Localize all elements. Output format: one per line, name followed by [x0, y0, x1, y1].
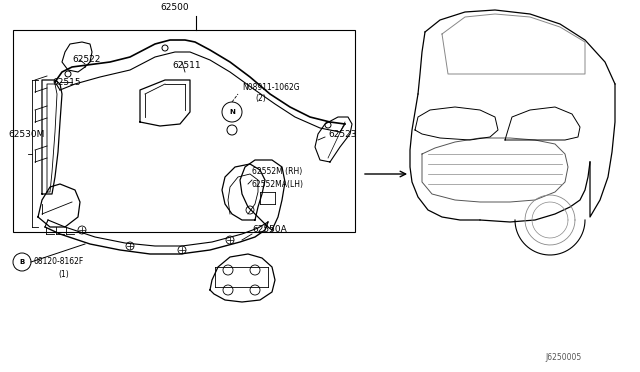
Text: N08911-1062G: N08911-1062G [242, 83, 300, 92]
Text: 62522: 62522 [72, 55, 100, 64]
Bar [13, 30, 355, 232]
Text: 62500: 62500 [161, 3, 189, 12]
Text: 08120-8162F: 08120-8162F [33, 257, 83, 266]
Text: 62511: 62511 [172, 61, 200, 70]
Text: 62552MA(LH): 62552MA(LH) [252, 180, 304, 189]
Text: (1): (1) [58, 269, 68, 279]
Text: J6250005: J6250005 [545, 353, 581, 362]
Text: N: N [229, 109, 235, 115]
Text: 62515: 62515 [52, 78, 81, 87]
Text: B: B [19, 259, 24, 265]
Text: 62530M: 62530M [8, 129, 44, 138]
Text: (2): (2) [255, 94, 266, 103]
Text: 62523: 62523 [328, 129, 356, 138]
Text: 62550A: 62550A [252, 225, 287, 234]
Text: 62552M (RH): 62552M (RH) [252, 167, 302, 176]
